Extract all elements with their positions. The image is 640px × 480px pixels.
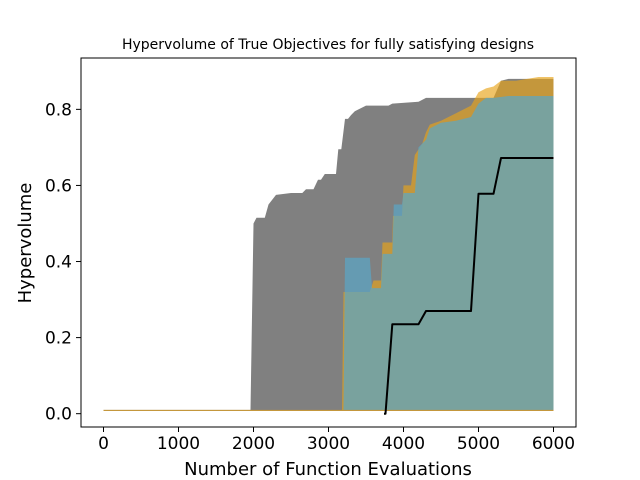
y-tick-label: 0.4 (45, 253, 72, 273)
x-tick-label: 3000 (307, 434, 350, 454)
y-axis-label: Hypervolume (15, 183, 36, 304)
x-tick-label: 4000 (382, 434, 425, 454)
x-tick-label: 6000 (532, 434, 575, 454)
y-tick-label: 0.8 (45, 100, 72, 120)
x-axis: 0 1000 2000 3000 4000 5000 6000 (98, 427, 575, 454)
plot-area (103, 77, 554, 415)
x-tick-label: 2000 (232, 434, 275, 454)
x-tick-label: 0 (98, 434, 109, 454)
series-band-2 (103, 96, 554, 410)
series-line-3 (384, 157, 554, 415)
y-axis: 0.0 0.2 0.4 0.6 0.8 (45, 100, 81, 425)
y-tick-label: 0.0 (45, 405, 72, 425)
y-tick-label: 0.2 (45, 329, 72, 349)
chart-title: Hypervolume of True Objectives for fully… (122, 37, 534, 53)
x-tick-label: 5000 (457, 434, 500, 454)
x-axis-label: Number of Function Evaluations (184, 459, 472, 480)
y-tick-label: 0.6 (45, 176, 72, 196)
x-tick-label: 1000 (157, 434, 200, 454)
